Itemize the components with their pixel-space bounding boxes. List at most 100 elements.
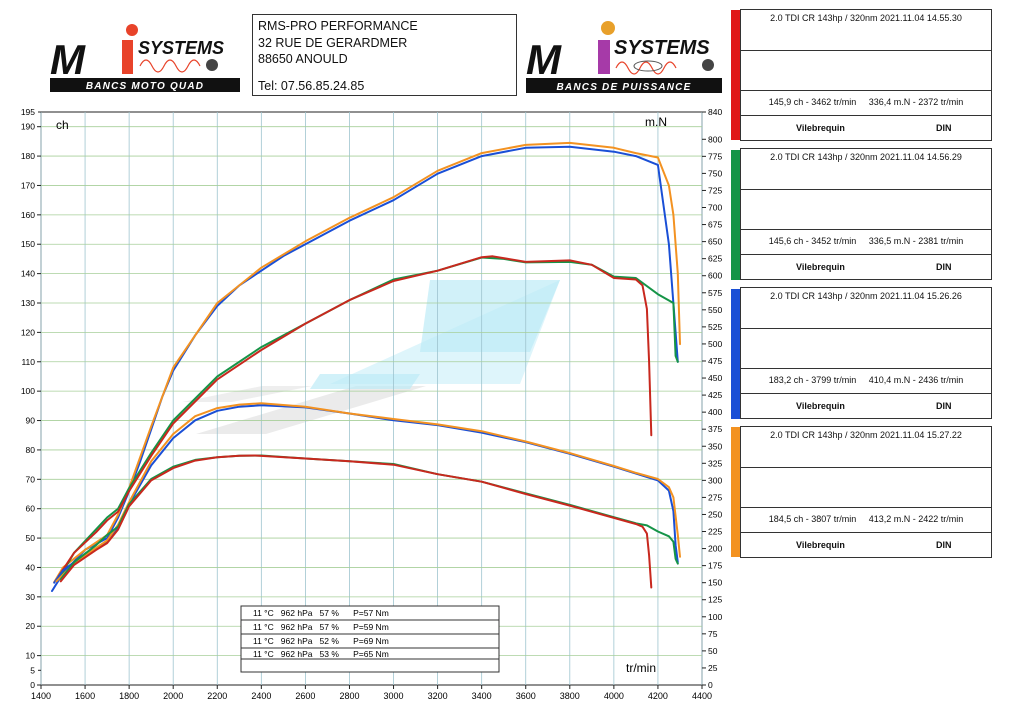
y-left-label: ch — [56, 118, 69, 132]
y-right-tick-label: 200 — [708, 544, 722, 554]
y-left-tick-label: 120 — [21, 327, 35, 337]
y-right-tick-label: 525 — [708, 322, 722, 332]
y-right-tick-label: 175 — [708, 561, 722, 571]
conditions-frame — [240, 605, 500, 673]
y-right-tick-label: 325 — [708, 458, 722, 468]
y-right-label: m.N — [645, 115, 667, 129]
run-2-stats: 145,6 ch - 3452 tr/min 336,5 m.N - 2381 … — [741, 236, 991, 246]
run-4-panel: 2.0 TDI CR 143hp / 320nm 2021.11.04 15.2… — [740, 426, 992, 558]
run-1-torque: 336,4 m.N - 2372 tr/min — [868, 97, 964, 107]
run-1-stats: 145,9 ch - 3462 tr/min 336,4 m.N - 2372 … — [741, 97, 991, 107]
run-4-color-stripe — [731, 427, 740, 557]
phone-number: Tel: 07.56.85.24.85 — [258, 78, 365, 93]
y-left-tick-label: 80 — [26, 445, 36, 455]
x-tick-label: 4400 — [692, 691, 712, 701]
run-3-panel: 2.0 TDI CR 143hp / 320nm 2021.11.04 15.2… — [740, 287, 992, 419]
y-left-tick-label: 170 — [21, 180, 35, 190]
run-4-torque: 413,2 m.N - 2422 tr/min — [868, 514, 964, 524]
grid — [40, 112, 703, 685]
conditions-row: 11 °C 962 hPa 53 % P=65 Nm — [253, 649, 389, 659]
x-tick-label: 4200 — [648, 691, 668, 701]
x-tick-label: 1600 — [75, 691, 95, 701]
run-3-power: 183,2 ch - 3799 tr/min — [768, 375, 857, 385]
power-curve-0 — [51, 145, 679, 592]
x-tick-label: 2600 — [295, 691, 315, 701]
logo-left-tagline: BANCS MOTO QUAD — [86, 81, 204, 92]
power-curve-1 — [53, 141, 681, 584]
power-curve-3 — [57, 255, 653, 578]
run-4-power: 184,5 ch - 3807 tr/min — [768, 514, 857, 524]
conditions-row: 11 °C 962 hPa 52 % P=69 Nm — [253, 636, 389, 646]
x-tick-label: 3600 — [516, 691, 536, 701]
logo-right-car-icon — [633, 60, 663, 72]
y-left-tick-label: 180 — [21, 151, 35, 161]
right-axis: 0 25 50 75 100 125 150 175 200 225 250 275 300 325 350… — [702, 107, 722, 690]
x-tick-label: 2800 — [339, 691, 359, 701]
x-axis-label: tr/min — [626, 661, 656, 675]
run-3-foot-left: Vilebrequin — [796, 401, 845, 411]
logo-left-i-dot — [126, 24, 138, 36]
y-right-tick-label: 650 — [708, 237, 722, 247]
logo-left-i-stem — [122, 40, 133, 74]
run-4-title: 2.0 TDI CR 143hp / 320nm 2021.11.04 15.2… — [770, 430, 962, 440]
torque-curve-6 — [59, 454, 679, 581]
x-tick-label: 1800 — [119, 691, 139, 701]
run-2-panel: 2.0 TDI CR 143hp / 320nm 2021.11.04 14.5… — [740, 148, 992, 280]
y-left-tick-label: 100 — [21, 386, 35, 396]
y-right-tick-label: 50 — [708, 646, 718, 656]
y-right-tick-label: 840 — [708, 107, 722, 117]
y-right-tick-label: 250 — [708, 509, 722, 519]
run-3-stats: 183,2 ch - 3799 tr/min 410,4 m.N - 2436 … — [741, 375, 991, 385]
logo-right-m: M — [526, 36, 562, 83]
y-left-tick-label: 90 — [26, 416, 36, 426]
x-tick-label: 3000 — [384, 691, 404, 701]
conditions-row: 11 °C 962 hPa 57 % P=59 Nm — [253, 622, 389, 632]
address-line: 88650 ANOULD — [258, 52, 348, 66]
run-1-color-stripe — [731, 10, 740, 140]
x-tick-label: 1400 — [31, 691, 51, 701]
shop-address-box: RMS-PRO PERFORMANCE 32 RUE DE GERARDMER … — [252, 14, 517, 96]
logo-right-i-dot — [601, 21, 615, 35]
y-left-tick-label: 20 — [26, 621, 36, 631]
y-right-tick-label: 75 — [708, 629, 718, 639]
y-right-tick-label: 800 — [708, 134, 722, 144]
y-right-tick-label: 150 — [708, 578, 722, 588]
run-1-foot-right: DIN — [936, 123, 952, 133]
address-line: RMS-PRO PERFORMANCE — [258, 19, 418, 33]
conditions-table: 11 °C 962 hPa 57 % P=57 Nm 11 °C 962 hPa… — [240, 605, 500, 673]
y-left-tick-label: 40 — [26, 562, 36, 572]
series-lines — [51, 141, 681, 592]
y-right-tick-label: 100 — [708, 612, 722, 622]
run-2-foot-left: Vilebrequin — [796, 262, 845, 272]
y-right-tick-label: 725 — [708, 185, 722, 195]
y-left-tick-label: 10 — [26, 651, 36, 661]
y-left-tick-label: 160 — [21, 210, 35, 220]
y-right-tick-label: 300 — [708, 475, 722, 485]
run-3-torque: 410,4 m.N - 2436 tr/min — [868, 375, 964, 385]
logo-left-m: M — [50, 36, 86, 83]
y-right-tick-label: 550 — [708, 305, 722, 315]
y-right-tick-label: 425 — [708, 390, 722, 400]
conditions-row: 11 °C 962 hPa 57 % P=57 Nm — [253, 608, 389, 618]
x-axis: 1400 1600 1800 2000 2200 2400 2600 2800 3000 3200… — [31, 685, 712, 701]
x-tick-label: 2000 — [163, 691, 183, 701]
run-2-color-stripe — [731, 150, 740, 280]
y-right-tick-label: 700 — [708, 203, 722, 213]
y-right-tick-label: 675 — [708, 220, 722, 230]
run-1-panel: 2.0 TDI CR 143hp / 320nm 2021.11.04 14.5… — [740, 9, 992, 141]
y-left-tick-label: 60 — [26, 504, 36, 514]
y-right-tick-label: 475 — [708, 356, 722, 366]
mi-systems-logo-left: BANCS MOTO QUAD M SYSTEMS — [50, 24, 240, 92]
logo-left-motorbike-icon — [206, 59, 218, 71]
run-4-foot-right: DIN — [936, 540, 952, 550]
run-3-title: 2.0 TDI CR 143hp / 320nm 2021.11.04 15.2… — [770, 291, 962, 301]
y-right-tick-label: 350 — [708, 441, 722, 451]
logo-right-i-stem — [598, 40, 610, 74]
y-right-tick-label: 275 — [708, 492, 722, 502]
torque-curve-4 — [53, 404, 679, 584]
y-left-tick-label: 5 — [30, 665, 35, 675]
x-tick-label: 2200 — [207, 691, 227, 701]
torque-curve-7 — [59, 454, 653, 589]
x-tick-label: 3200 — [428, 691, 448, 701]
y-right-tick-label: 450 — [708, 373, 722, 383]
